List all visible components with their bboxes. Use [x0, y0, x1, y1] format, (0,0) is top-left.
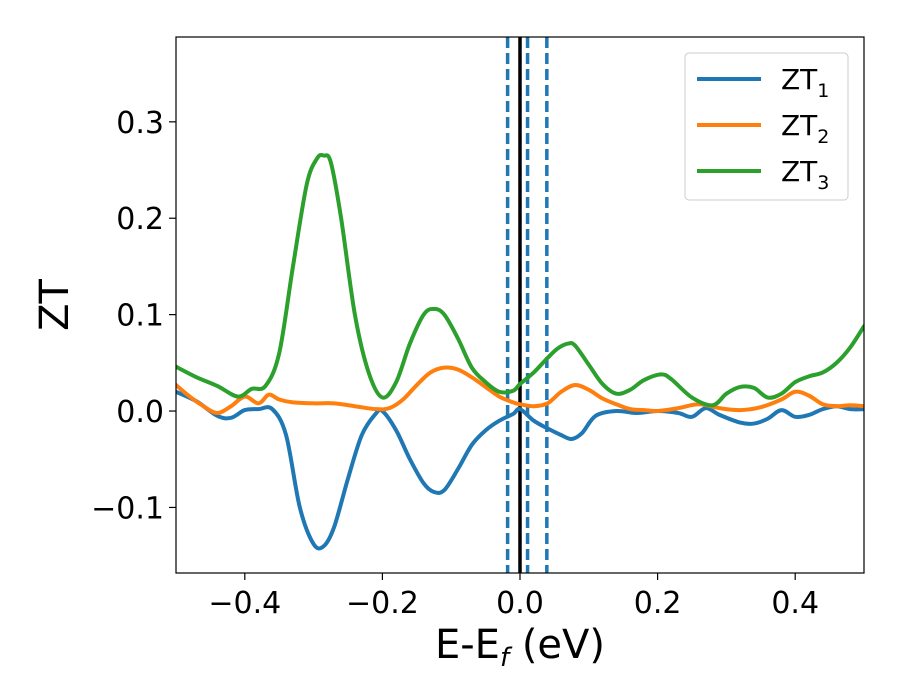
y-tick-label: −0.1 [91, 491, 164, 526]
x-tick-label: 0.2 [634, 586, 682, 621]
x-tick-label: −0.2 [346, 586, 419, 621]
x-axis-title: E-Ef (eV) [435, 622, 605, 673]
series-line-zt2 [176, 365, 864, 415]
y-axis-ticks: −0.1 0.0 0.1 0.2 0.3 [91, 106, 176, 526]
y-tick-label: 0.1 [116, 299, 164, 334]
legend: ZT1 ZT2 ZT3 [684, 52, 849, 201]
x-tick-label: 0.4 [771, 586, 819, 621]
x-axis-title-main: E-E [435, 622, 500, 668]
x-tick-label: 0.0 [496, 586, 544, 621]
series-line-zt1 [176, 389, 864, 551]
y-tick-label: 0.2 [116, 202, 164, 237]
vertical-reference-lines [505, 37, 549, 573]
x-axis-ticks: −0.4 −0.2 0.0 0.2 0.4 [208, 573, 819, 621]
x-tick-label: −0.4 [208, 586, 281, 621]
legend-label-zt3: ZT3 [781, 155, 829, 194]
legend-label-zt2: ZT2 [781, 109, 829, 148]
legend-box [684, 52, 849, 201]
series-lines [176, 152, 864, 551]
series-line-zt3 [176, 152, 864, 408]
x-axis-title-unit: (eV) [509, 622, 605, 668]
y-tick-label: 0.0 [116, 395, 164, 430]
legend-label-zt1: ZT1 [781, 63, 829, 102]
y-tick-label: 0.3 [116, 106, 164, 141]
y-axis-title: ZT [32, 279, 78, 331]
